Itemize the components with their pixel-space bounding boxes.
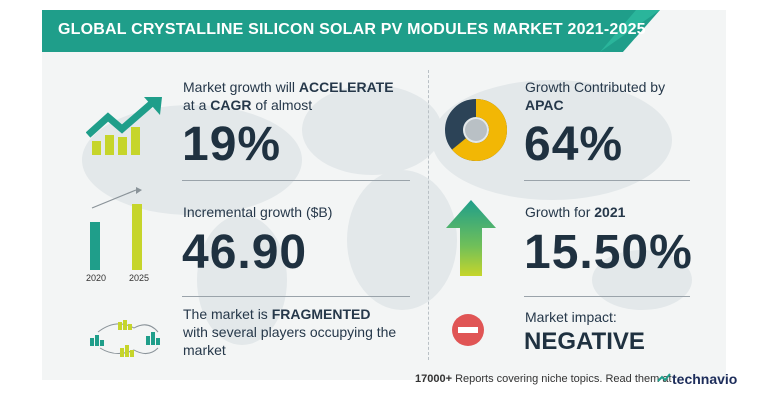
up-arrow-icon: [446, 200, 496, 276]
right-divider-1: [524, 180, 690, 181]
region-apac-label: APAC: [525, 97, 564, 113]
year-end-label: 2025: [129, 273, 150, 283]
fragmented-text-2: with several players occupying the: [183, 324, 397, 340]
right-divider-2: [524, 296, 690, 297]
growth-text-3: of almost: [251, 97, 313, 113]
incremental-label: Incremental growth ($B): [183, 204, 333, 220]
region-text-1: Growth Contributed by: [525, 79, 666, 95]
growth-chart-icon: [86, 97, 162, 155]
cagr-value: 19%: [182, 118, 282, 171]
incremental-value: 46.90: [182, 226, 308, 279]
footer-text: 17000+ Reports covering niche topics. Re…: [415, 373, 672, 385]
left-divider-2: [182, 296, 410, 297]
technavio-brand[interactable]: technavio: [672, 371, 738, 387]
infographic-card: [42, 10, 726, 380]
fragmented-network-icon: [90, 320, 160, 357]
yoy-label: Growth for 2021: [525, 203, 625, 221]
growth-text-2: at a: [183, 97, 211, 113]
fragmented-label: FRAGMENTED: [271, 306, 371, 322]
fragmented-text-3: market: [183, 342, 226, 358]
fragmented-description: The market is FRAGMENTED with several pl…: [183, 305, 423, 359]
left-divider-1: [182, 180, 410, 181]
column-divider: [428, 70, 429, 360]
impact-label: Market impact:: [525, 309, 617, 325]
minus-icon: [452, 314, 484, 346]
footer-caption: Reports covering niche topics. Read them…: [452, 373, 672, 385]
fragmented-text-1: The market is: [183, 306, 272, 322]
growth-text-1: Market growth will: [183, 79, 299, 95]
growth-accelerate-label: ACCELERATE: [298, 79, 394, 95]
title-banner: [42, 10, 660, 52]
apac-donut-icon: [445, 99, 507, 161]
page-title: GLOBAL CRYSTALLINE SILICON SOLAR PV MODU…: [58, 21, 646, 38]
year-start-label: 2020: [86, 273, 107, 283]
yoy-year: 2021: [594, 204, 626, 220]
impact-value: NEGATIVE: [524, 328, 645, 355]
incremental-bars-icon: [90, 187, 142, 270]
yoy-value: 15.50%: [524, 226, 693, 279]
report-count: 17000+: [415, 373, 453, 385]
growth-cagr-label: CAGR: [210, 97, 252, 113]
growth-description: Market growth will ACCELERATE at a CAGR …: [183, 78, 413, 114]
region-description: Growth Contributed by APAC: [525, 78, 705, 114]
technavio-logo-icon: [657, 373, 671, 382]
apac-share-value: 64%: [524, 118, 624, 171]
yoy-text: Growth for: [525, 204, 595, 220]
